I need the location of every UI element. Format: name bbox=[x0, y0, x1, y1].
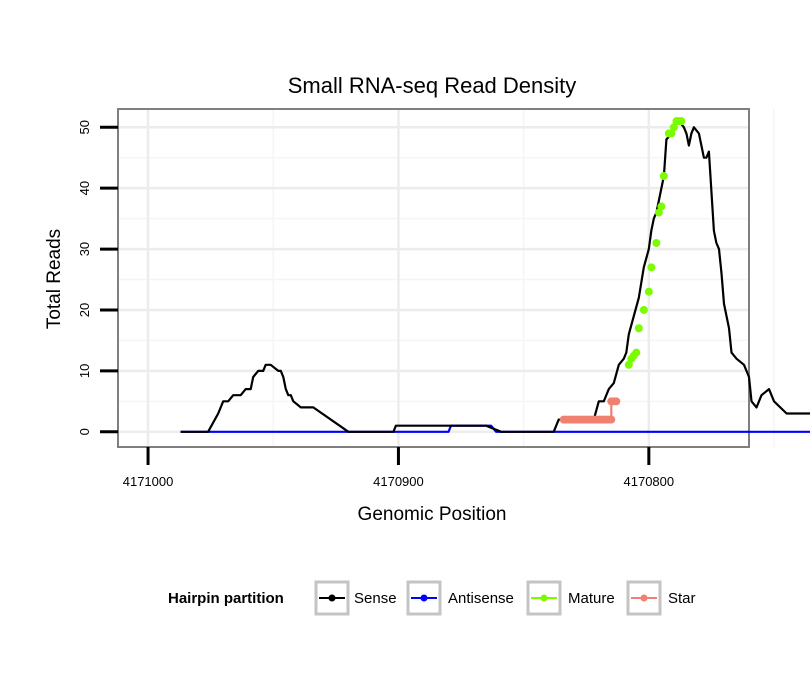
legend-label-mature: Mature bbox=[568, 590, 615, 607]
y-tick-label: 50 bbox=[77, 120, 92, 134]
legend-key-point bbox=[420, 594, 428, 602]
data-point-mature bbox=[639, 305, 648, 314]
x-tick-label: 4170800 bbox=[624, 474, 675, 489]
legend-label-antisense: Antisense bbox=[448, 590, 514, 607]
plot-panel-border bbox=[117, 108, 750, 448]
legend-label-star: Star bbox=[668, 590, 696, 607]
y-axis-title: Total Reads bbox=[44, 229, 65, 329]
data-point-mature bbox=[644, 287, 653, 296]
series-star bbox=[559, 397, 621, 424]
data-point-mature bbox=[632, 348, 641, 357]
x-axis: 4171000 4170900 4170800 bbox=[123, 447, 674, 489]
data-point-star bbox=[612, 397, 621, 406]
data-point-mature bbox=[669, 123, 678, 132]
data-point-mature bbox=[652, 238, 661, 247]
series-sense bbox=[180, 120, 810, 433]
legend-key-sense bbox=[314, 580, 350, 616]
data-point-star bbox=[607, 415, 616, 424]
legend-title: Hairpin partition bbox=[168, 590, 284, 607]
legend-key-point bbox=[328, 594, 336, 602]
y-tick-label: 10 bbox=[77, 364, 92, 378]
legend-key-mature bbox=[526, 580, 562, 616]
data-point-mature bbox=[659, 171, 668, 180]
y-tick-label: 0 bbox=[77, 428, 92, 435]
legend-key-star bbox=[626, 580, 662, 616]
data-point-mature bbox=[677, 117, 686, 126]
data-point-mature bbox=[624, 360, 633, 369]
legend-key-point bbox=[540, 594, 548, 602]
data-point-mature bbox=[634, 324, 643, 333]
data-point-mature bbox=[647, 263, 656, 272]
legend-key-antisense bbox=[406, 580, 442, 616]
y-axis: 0 10 20 30 40 50 bbox=[77, 120, 118, 435]
grid-lines bbox=[118, 109, 775, 447]
series-line-sense bbox=[180, 120, 810, 433]
data-point-mature bbox=[667, 129, 676, 138]
chart-title: Small RNA-seq Read Density bbox=[288, 73, 577, 98]
series-layer bbox=[180, 117, 810, 433]
data-point-mature bbox=[654, 208, 663, 217]
series-mature bbox=[624, 117, 686, 369]
legend-key-point bbox=[640, 594, 648, 602]
x-tick-label: 4170900 bbox=[373, 474, 424, 489]
y-tick-label: 30 bbox=[77, 242, 92, 256]
legend-label-sense: Sense bbox=[354, 590, 397, 607]
x-tick-label: 4171000 bbox=[123, 474, 174, 489]
x-axis-title: Genomic Position bbox=[358, 504, 507, 525]
data-point-mature bbox=[657, 202, 666, 211]
legend: Hairpin partition Sense Antisense Mature St… bbox=[168, 580, 696, 616]
y-tick-label: 20 bbox=[77, 303, 92, 317]
y-tick-label: 40 bbox=[77, 181, 92, 195]
